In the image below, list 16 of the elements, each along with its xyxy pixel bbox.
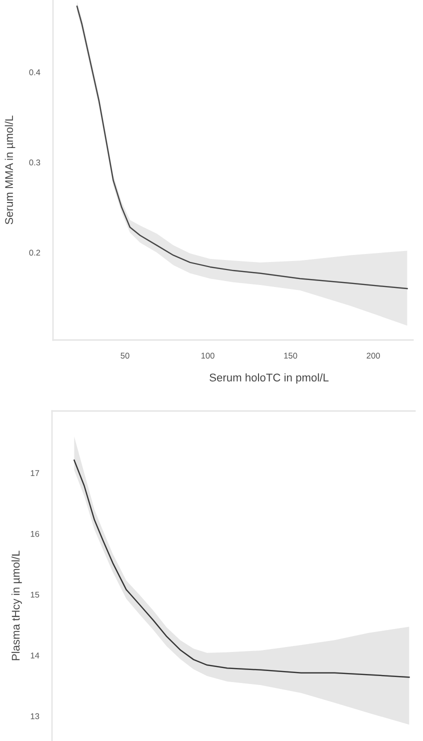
line-series (74, 460, 410, 678)
x-tick-label: 50 (120, 352, 130, 359)
y-tick-label: 17 (30, 470, 40, 476)
y-axis-title: Serum MMA in µmol/L (4, 116, 16, 224)
x-tick-label: 100 (201, 352, 214, 359)
x-tick-label: 150 (284, 352, 298, 359)
y-tick-label: 14 (30, 652, 40, 658)
y-tick-label: 16 (30, 530, 40, 537)
x-tick-label: 200 (366, 352, 380, 359)
y-axis-title: Plasma tHcy in µmol/L (12, 550, 22, 660)
y-tick-label: 15 (30, 592, 40, 598)
x-axis-title: Serum holoTC in pmol/L (210, 373, 329, 384)
y-tick-label: 13 (30, 713, 40, 720)
y-tick-label: 0.4 (29, 69, 40, 76)
y-tick-label: 0.3 (29, 160, 40, 166)
y-tick-label: 0.2 (29, 250, 40, 256)
